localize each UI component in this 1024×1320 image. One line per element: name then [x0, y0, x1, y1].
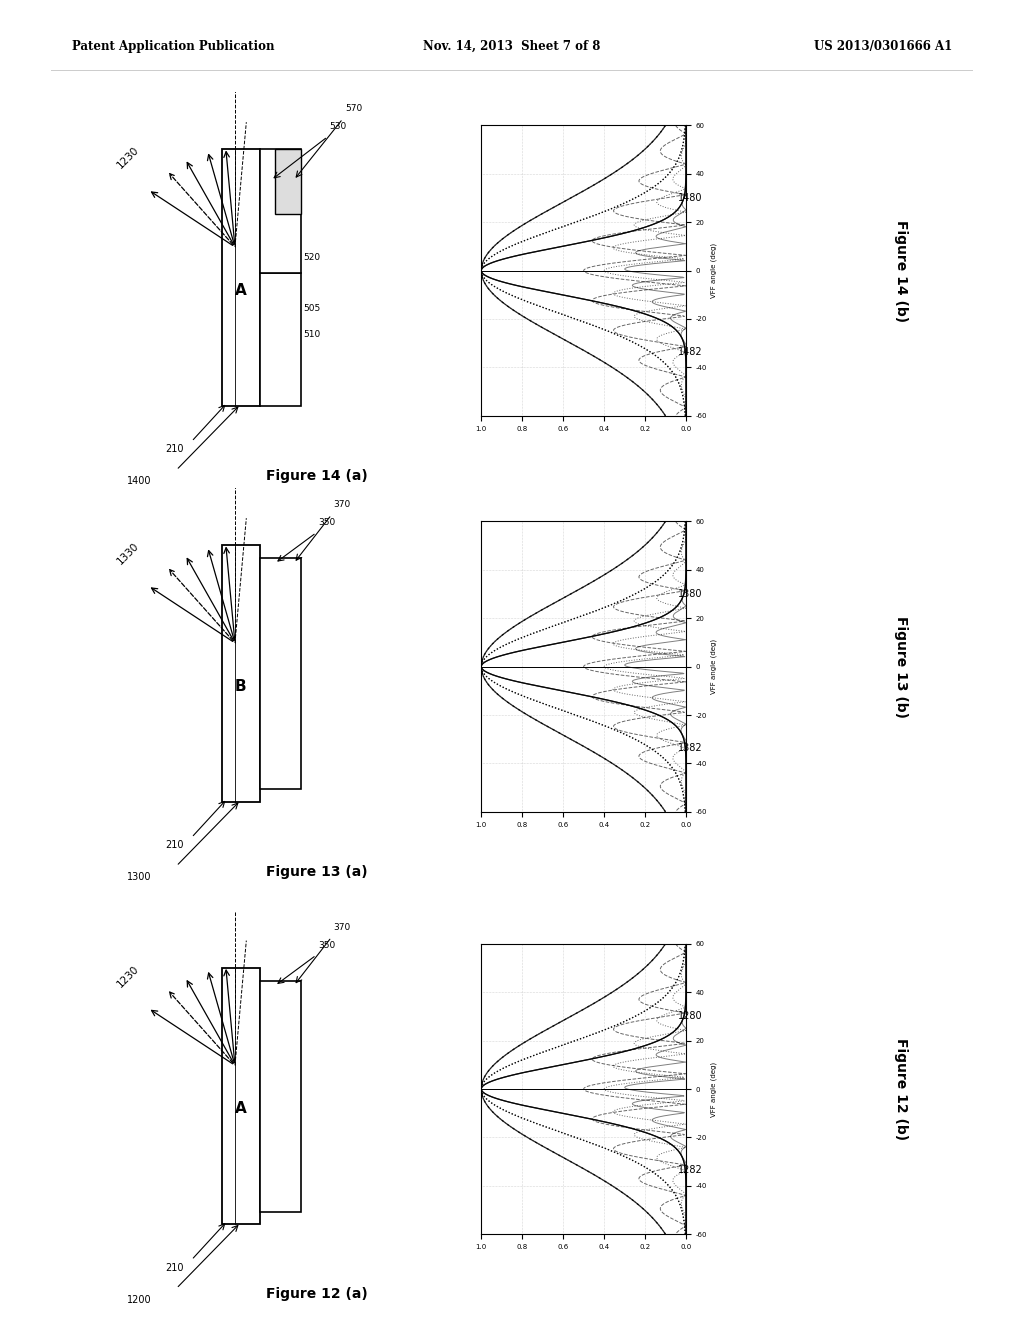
Text: 520: 520	[303, 252, 321, 261]
Bar	[221, 149, 259, 407]
Text: 370: 370	[334, 923, 350, 932]
Y-axis label: VFF angle (deg): VFF angle (deg)	[710, 1061, 717, 1117]
Text: 1330: 1330	[116, 541, 141, 566]
Text: 510: 510	[303, 330, 321, 339]
Text: 1230: 1230	[116, 964, 141, 989]
Text: 530: 530	[330, 123, 347, 132]
Text: 350: 350	[318, 519, 336, 528]
Text: 1230: 1230	[116, 145, 141, 170]
Text: 1400: 1400	[127, 477, 152, 487]
Text: 210: 210	[165, 1263, 183, 1272]
Text: Figure 12 (b): Figure 12 (b)	[894, 1038, 908, 1140]
Bar	[221, 545, 259, 803]
Text: 1482: 1482	[678, 347, 702, 356]
Text: US 2013/0301666 A1: US 2013/0301666 A1	[814, 40, 952, 53]
Text: 1380: 1380	[678, 589, 702, 599]
Text: Figure 14 (b): Figure 14 (b)	[894, 219, 908, 322]
Y-axis label: VFF angle (deg): VFF angle (deg)	[710, 639, 717, 694]
Text: 210: 210	[165, 841, 183, 850]
Text: 1282: 1282	[678, 1166, 702, 1175]
Text: 505: 505	[303, 304, 321, 313]
Text: Figure 14 (a): Figure 14 (a)	[265, 469, 368, 483]
Text: A: A	[234, 282, 247, 298]
Text: 350: 350	[318, 941, 336, 950]
Text: A: A	[234, 1101, 247, 1117]
Bar	[260, 981, 301, 1212]
Bar	[221, 968, 259, 1225]
Text: 1300: 1300	[127, 873, 152, 883]
Bar	[260, 149, 301, 273]
Text: Figure 12 (a): Figure 12 (a)	[265, 1287, 368, 1302]
Bar	[260, 558, 301, 789]
Text: Figure 13 (a): Figure 13 (a)	[265, 865, 368, 879]
Text: Patent Application Publication: Patent Application Publication	[72, 40, 274, 53]
Text: 1200: 1200	[127, 1295, 152, 1305]
Text: 1480: 1480	[678, 193, 702, 203]
Text: Nov. 14, 2013  Sheet 7 of 8: Nov. 14, 2013 Sheet 7 of 8	[423, 40, 601, 53]
Text: 1382: 1382	[678, 743, 702, 752]
Text: 570: 570	[345, 104, 362, 114]
Text: Figure 13 (b): Figure 13 (b)	[894, 615, 908, 718]
Bar	[260, 273, 301, 407]
Y-axis label: VFF angle (deg): VFF angle (deg)	[710, 243, 717, 298]
Text: 210: 210	[165, 445, 183, 454]
Text: B: B	[234, 678, 247, 694]
Text: 370: 370	[334, 500, 350, 510]
Bar	[274, 149, 301, 214]
Text: 1280: 1280	[678, 1011, 702, 1022]
